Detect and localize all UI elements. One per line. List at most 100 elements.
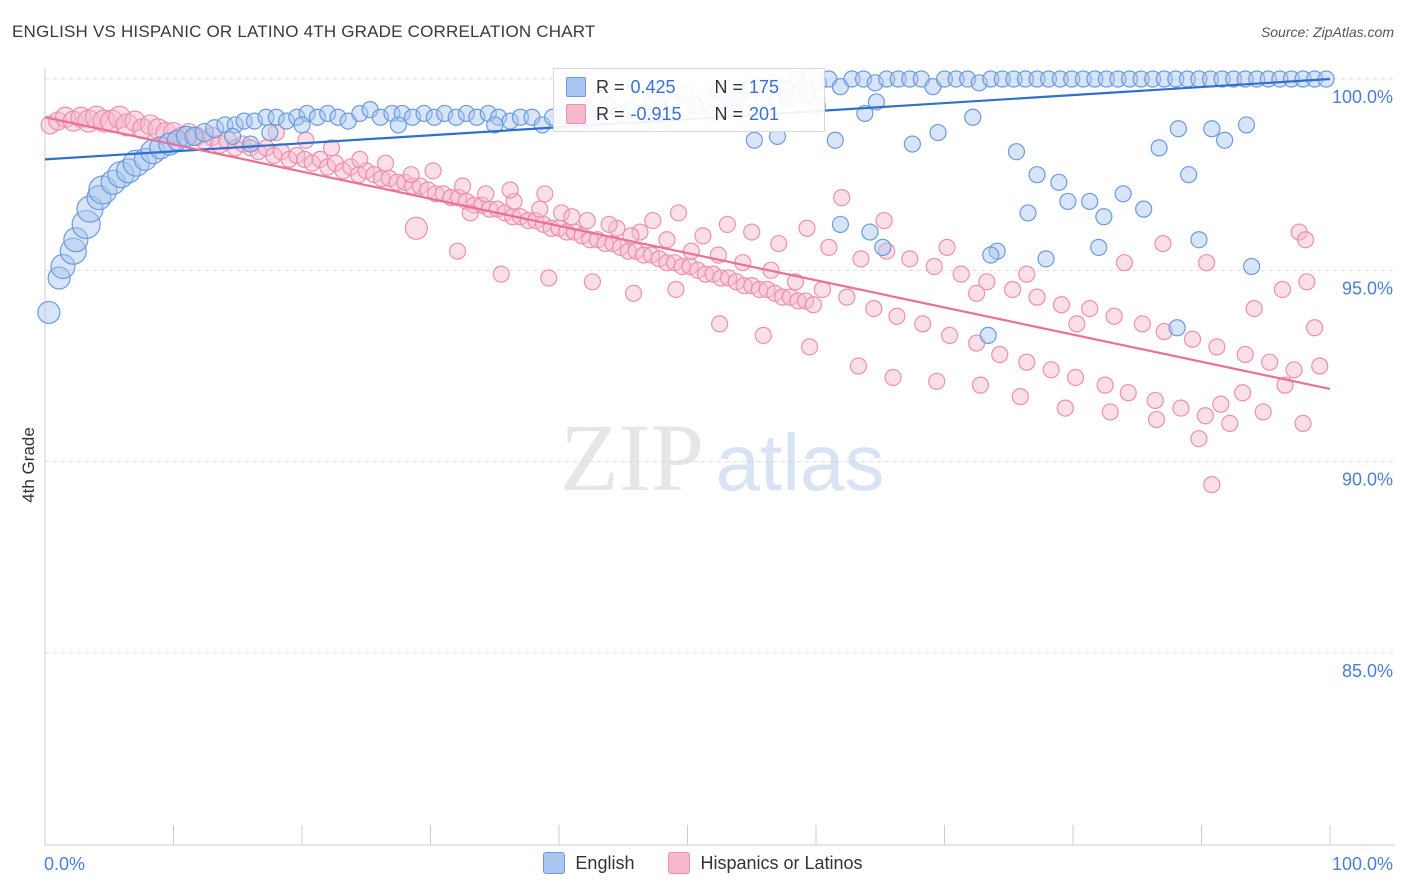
hispanic-point [928,372,946,390]
english-point [1007,143,1026,161]
hispanic-point [852,250,870,268]
hispanic-point [1096,376,1114,394]
hispanic-point [1018,265,1036,283]
english-point [1090,238,1108,256]
hispanic-point [838,288,856,306]
english-point [1216,131,1234,149]
hispanic-point [711,315,729,333]
hispanic-point [376,154,395,172]
hispanic-point [608,219,626,237]
legend-swatch-hispanic [668,852,691,874]
hispanic-point [424,162,442,180]
hispanic-point [1245,300,1263,318]
hispanic-point [563,208,581,226]
hispanic-point [1133,315,1151,333]
english-point [1180,166,1198,184]
hispanic-point [658,231,676,249]
hispanic-point [322,139,341,157]
hispanic-point [1190,430,1208,448]
legend-label-english: English [575,852,635,873]
hispanic-point [1154,234,1172,253]
hispanic-point [1236,345,1254,364]
hispanic-point [644,211,662,230]
legend-label-hispanic: Hispanics or Latinos [700,852,863,873]
hispanic-point [1018,353,1036,371]
hispanic-point [552,204,571,222]
legend-item-hispanic[interactable]: Hispanics or Latinos [668,852,863,874]
legend-swatch-english [543,852,566,874]
english-point [929,123,947,142]
hispanic-point [1056,399,1074,417]
english-point [447,108,465,126]
chart-title: ENGLISH VS HISPANIC OR LATINO 4TH GRADE … [12,22,596,41]
stats-row-english: R = 0.425 N = 175 [566,75,779,99]
hispanic-point [402,166,420,184]
hispanic-point [411,177,429,195]
hispanic-point [1196,407,1214,425]
hispanic-point [1119,384,1137,402]
hispanic-point [536,185,554,203]
hispanic-point [804,296,823,314]
hispanic-point [1294,414,1312,432]
hispanic-point [1273,280,1292,299]
hispanic-point [1147,410,1166,429]
hispanic-point [720,269,738,287]
hispanic-point [1311,357,1329,375]
hispanic-point [1183,330,1202,348]
source-credit: Source: ZipAtlas.com [1260,24,1394,40]
english-point [867,93,885,111]
english-point [261,123,279,142]
hispanic-point [667,280,685,299]
hispanic-point [938,238,956,256]
hispanic-point [770,234,788,253]
hispanic-point [1081,300,1099,318]
english-point [267,108,285,126]
stats-box: R = 0.425 N = 175 R = -0.915 N = 201 [553,68,825,132]
english-point [1169,120,1187,138]
hispanic-point [682,242,700,260]
hispanic-point [492,265,510,283]
hispanic-point [1146,391,1164,410]
english-point [1150,139,1168,157]
hispanic-point [1115,254,1134,272]
hispanic-point [267,123,285,142]
hispanic-point [914,315,932,333]
english-point [205,119,225,139]
hispanic-n-value: 201 [749,103,780,124]
hispanic-point [1004,280,1022,299]
grid-lines [45,78,1395,654]
english-point [37,300,61,325]
english-point [308,108,327,126]
english-point [486,116,504,134]
hispanic-point [1198,254,1216,272]
hispanic-point [501,181,519,199]
hispanic-point [901,250,919,268]
hispanic-point [1042,361,1060,379]
hispanic-point [849,357,868,375]
y-tick-label: 85.0% [1342,661,1393,681]
hispanic-point [797,292,815,310]
hispanic-point [297,131,315,149]
watermark-atlas: atlas [716,418,885,507]
hispanic-point [531,200,549,218]
hispanic-r-label: R = [596,103,625,124]
hispanic-point [971,376,990,394]
hispanic-r-value: -0.915 [630,103,682,124]
hispanic-point [820,238,838,256]
english-point [903,135,921,153]
english-point [184,126,204,146]
legend-item-english[interactable]: English [543,852,634,874]
english-point [63,227,89,253]
hispanic-point [1261,353,1279,371]
hispanic-point [991,345,1009,364]
hispanic-point [1052,296,1071,314]
english-point [319,104,337,123]
english-point [50,253,76,280]
watermark: ZIP atlas [560,404,884,511]
hispanic-point [1254,403,1272,421]
english-stat-swatch [566,77,586,97]
hispanic-stat-swatch [566,104,586,124]
english-point [457,104,476,123]
hispanic-point [1101,403,1119,421]
